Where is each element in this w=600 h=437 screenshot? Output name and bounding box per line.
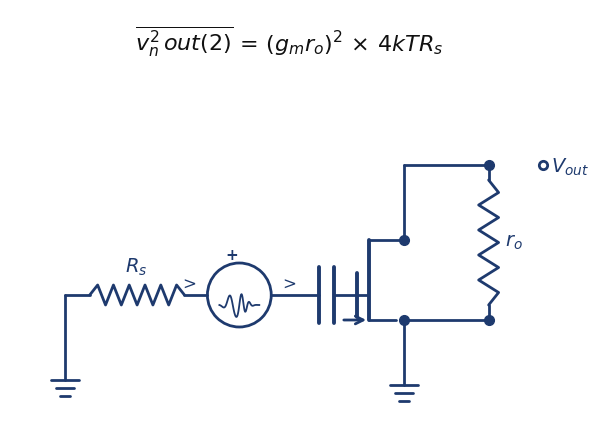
Text: $R_s$: $R_s$ bbox=[125, 257, 148, 277]
Text: $r_o$: $r_o$ bbox=[505, 233, 523, 252]
Text: >: > bbox=[182, 277, 196, 294]
Text: >: > bbox=[282, 277, 296, 294]
Text: +: + bbox=[225, 247, 238, 263]
Text: $V_{out}$: $V_{out}$ bbox=[551, 156, 590, 178]
Text: $\overline{v_n^2\,out(2)}\,=\,(g_m r_o)^2\,\times\,4kTR_s$: $\overline{v_n^2\,out(2)}\,=\,(g_m r_o)^… bbox=[135, 24, 443, 59]
